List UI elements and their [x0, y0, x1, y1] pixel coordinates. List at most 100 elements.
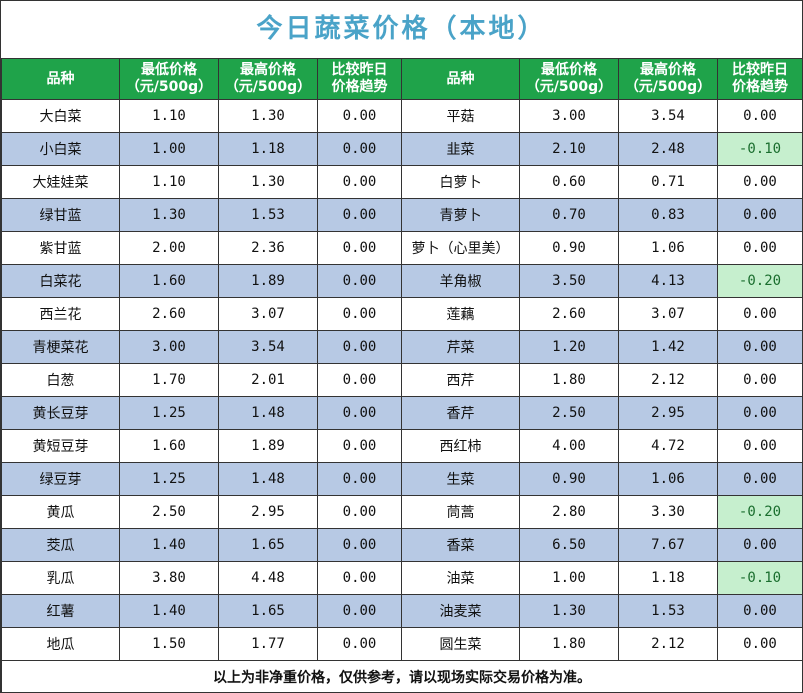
price-change-cell: -0.10 [717, 132, 803, 166]
vegetable-name-cell: 绿甘蓝 [1, 198, 120, 232]
min-price-cell: 1.30 [119, 198, 219, 232]
max-price-cell: 1.65 [218, 528, 318, 562]
min-price-cell: 0.90 [519, 462, 619, 496]
table-row: 黄瓜 2.50 2.95 0.00 茼蒿 2.80 3.30 -0.20 [1, 495, 803, 529]
min-price-cell: 1.80 [519, 363, 619, 397]
max-price-cell: 2.95 [618, 396, 718, 430]
max-price-cell: 7.67 [618, 528, 718, 562]
table-row: 大白菜 1.10 1.30 0.00 平菇 3.00 3.54 0.00 [1, 99, 803, 133]
table-row: 茭瓜 1.40 1.65 0.00 香菜 6.50 7.67 0.00 [1, 528, 803, 562]
header-name-label-2: 品种 [446, 70, 475, 87]
price-change-cell: 0.00 [717, 396, 803, 430]
header-compare-line1: 比较昨日 [331, 62, 388, 78]
price-change-cell: 0.00 [717, 330, 803, 364]
vegetable-name-cell: 平菇 [401, 99, 520, 133]
price-change-cell: 0.00 [317, 330, 402, 364]
max-price-cell: 0.71 [618, 165, 718, 199]
min-price-cell: 1.80 [519, 627, 619, 661]
price-change-cell: 0.00 [717, 594, 803, 628]
vegetable-name-cell: 油菜 [401, 561, 520, 595]
min-price-cell: 1.10 [119, 99, 219, 133]
min-price-cell: 1.60 [119, 264, 219, 298]
max-price-cell: 1.89 [218, 429, 318, 463]
header-min-line1: 最低价格 [141, 62, 197, 78]
max-price-cell: 1.65 [218, 594, 318, 628]
header-row: 品种 最低价格 （元/500g） 最高价格 （元/500g） 比较昨日 价格趋势 品种… [1, 58, 803, 100]
min-price-cell: 1.25 [119, 462, 219, 496]
table-row: 黄短豆芽 1.60 1.89 0.00 西红柿 4.00 4.72 0.00 [1, 429, 803, 463]
price-change-cell: 0.00 [317, 561, 402, 595]
vegetable-name-cell: 白菜花 [1, 264, 120, 298]
vegetable-name-cell: 乳瓜 [1, 561, 120, 595]
header-name-label: 品种 [46, 70, 75, 87]
max-price-cell: 1.53 [618, 594, 718, 628]
vegetable-name-cell: 莲藕 [401, 297, 520, 331]
vegetable-name-cell: 香菜 [401, 528, 520, 562]
vegetable-name-cell: 大白菜 [1, 99, 120, 133]
table-row: 绿豆芽 1.25 1.48 0.00 生菜 0.90 1.06 0.00 [1, 462, 803, 496]
vegetable-name-cell: 青梗菜花 [1, 330, 120, 364]
max-price-cell: 1.42 [618, 330, 718, 364]
header-compare-2: 比较昨日 价格趋势 [717, 58, 803, 100]
min-price-cell: 1.30 [519, 594, 619, 628]
table-row: 紫甘蓝 2.00 2.36 0.00 萝卜（心里美） 0.90 1.06 0.00 [1, 231, 803, 265]
price-change-cell: -0.20 [717, 264, 803, 298]
vegetable-name-cell: 大娃娃菜 [1, 165, 120, 199]
vegetable-name-cell: 黄长豆芽 [1, 396, 120, 430]
header-max-price: 最高价格 （元/500g） [218, 58, 318, 100]
vegetable-name-cell: 青萝卜 [401, 198, 520, 232]
price-change-cell: 0.00 [717, 198, 803, 232]
table-row: 大娃娃菜 1.10 1.30 0.00 白萝卜 0.60 0.71 0.00 [1, 165, 803, 199]
header-max-line1-2: 最高价格 [640, 62, 696, 78]
min-price-cell: 3.50 [519, 264, 619, 298]
price-change-cell: 0.00 [717, 627, 803, 661]
price-change-cell: 0.00 [317, 231, 402, 265]
max-price-cell: 1.18 [218, 132, 318, 166]
footer-note: 以上为非净重价格，仅供参考，请以现场实际交易价格为准。 [1, 660, 803, 693]
min-price-cell: 3.80 [119, 561, 219, 595]
min-price-cell: 1.50 [119, 627, 219, 661]
vegetable-name-cell: 西红柿 [401, 429, 520, 463]
table-row: 白葱 1.70 2.01 0.00 西芹 1.80 2.12 0.00 [1, 363, 803, 397]
price-change-cell: 0.00 [317, 297, 402, 331]
table-row: 地瓜 1.50 1.77 0.00 圆生菜 1.80 2.12 0.00 [1, 627, 803, 661]
min-price-cell: 2.10 [519, 132, 619, 166]
min-price-cell: 1.20 [519, 330, 619, 364]
price-change-cell: 0.00 [717, 462, 803, 496]
vegetable-name-cell: 生菜 [401, 462, 520, 496]
min-price-cell: 3.00 [519, 99, 619, 133]
price-change-cell: 0.00 [317, 396, 402, 430]
min-price-cell: 2.00 [119, 231, 219, 265]
max-price-cell: 1.89 [218, 264, 318, 298]
min-price-cell: 1.60 [119, 429, 219, 463]
header-max-price-2: 最高价格 （元/500g） [618, 58, 718, 100]
min-price-cell: 2.50 [519, 396, 619, 430]
table-row: 黄长豆芽 1.25 1.48 0.00 香芹 2.50 2.95 0.00 [1, 396, 803, 430]
page-title: 今日蔬菜价格（本地） [256, 14, 547, 44]
price-change-cell: 0.00 [717, 165, 803, 199]
price-change-cell: 0.00 [317, 627, 402, 661]
price-change-cell: 0.00 [317, 264, 402, 298]
header-compare-line2-2: 价格趋势 [732, 79, 788, 95]
vegetable-name-cell: 紫甘蓝 [1, 231, 120, 265]
max-price-cell: 1.53 [218, 198, 318, 232]
table-row: 绿甘蓝 1.30 1.53 0.00 青萝卜 0.70 0.83 0.00 [1, 198, 803, 232]
header-compare-line1-2: 比较昨日 [732, 62, 788, 78]
max-price-cell: 3.07 [618, 297, 718, 331]
header-max-line1: 最高价格 [240, 62, 296, 78]
max-price-cell: 4.48 [218, 561, 318, 595]
min-price-cell: 1.00 [519, 561, 619, 595]
max-price-cell: 2.36 [218, 231, 318, 265]
vegetable-name-cell: 白萝卜 [401, 165, 520, 199]
max-price-cell: 1.06 [618, 462, 718, 496]
price-change-cell: 0.00 [717, 297, 803, 331]
vegetable-name-cell: 黄瓜 [1, 495, 120, 529]
header-min-line2: （元/500g） [125, 79, 213, 95]
max-price-cell: 2.95 [218, 495, 318, 529]
max-price-cell: 2.12 [618, 363, 718, 397]
min-price-cell: 0.90 [519, 231, 619, 265]
price-change-cell: 0.00 [317, 165, 402, 199]
vegetable-name-cell: 香芹 [401, 396, 520, 430]
price-change-cell: -0.10 [717, 561, 803, 595]
price-change-cell: -0.20 [717, 495, 803, 529]
